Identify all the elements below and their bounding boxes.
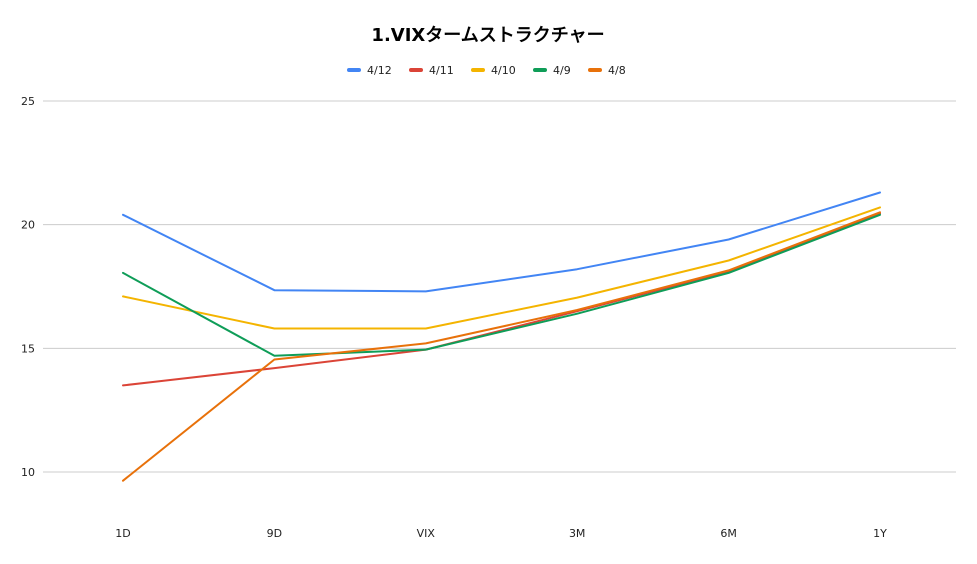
series-line-4-11: [122, 212, 881, 387]
series-line-4-9: [122, 213, 881, 357]
x-axis-ticks: 1D 9D VIX 3M 6M 1Y: [115, 527, 887, 540]
legend-label: 4/10: [491, 64, 516, 77]
legend-swatch: [409, 68, 423, 72]
legend-item: 4/11: [409, 64, 454, 77]
series-line-4-10: [122, 206, 881, 330]
series-line-4-8: [122, 211, 881, 482]
series-line-4-12: [122, 191, 881, 293]
y-tick-label: 25: [21, 95, 35, 108]
legend-label: 4/8: [608, 64, 626, 77]
y-tick-label: 10: [21, 466, 35, 479]
x-tick-label: 1D: [115, 527, 130, 540]
legend-swatch: [471, 68, 485, 72]
chart-title: 1.VIXタームストラクチャー: [371, 25, 604, 46]
legend: 4/12 4/11 4/10 4/9 4/8: [347, 64, 626, 77]
legend-item: 4/12: [347, 64, 392, 77]
x-tick-label: 6M: [720, 527, 737, 540]
legend-swatch: [588, 68, 602, 72]
legend-label: 4/11: [429, 64, 454, 77]
x-tick-label: 9D: [267, 527, 282, 540]
legend-item: 4/8: [588, 64, 626, 77]
y-tick-label: 15: [21, 342, 35, 355]
legend-swatch: [533, 68, 547, 72]
y-tick-label: 20: [21, 219, 35, 232]
legend-label: 4/9: [553, 64, 571, 77]
y-axis-ticks: 10 15 20 25: [21, 95, 35, 479]
gridlines: [43, 100, 956, 473]
legend-swatch: [347, 68, 361, 72]
legend-label: 4/12: [367, 64, 392, 77]
series-lines: [122, 191, 881, 482]
x-tick-label: 3M: [569, 527, 586, 540]
legend-item: 4/9: [533, 64, 571, 77]
legend-item: 4/10: [471, 64, 516, 77]
x-tick-label: 1Y: [873, 527, 887, 540]
x-tick-label: VIX: [417, 527, 436, 540]
